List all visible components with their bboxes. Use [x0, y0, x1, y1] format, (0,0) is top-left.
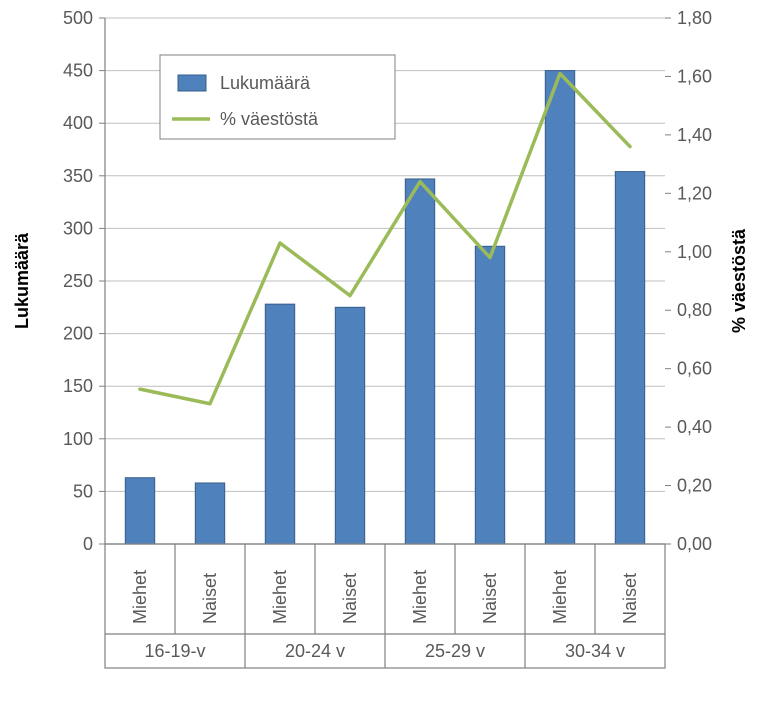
category-label: Miehet — [130, 570, 150, 624]
category-label: Miehet — [550, 570, 570, 624]
y-right-tick: 1,40 — [677, 125, 712, 145]
y-left-tick: 150 — [63, 376, 93, 396]
chart-svg: 0 50 100 150 200 250 300 350 400 450 500 0,00 0,20 0,… — [0, 0, 764, 726]
y-right-tick: 0,80 — [677, 300, 712, 320]
bar — [615, 172, 644, 544]
group-label: 30-34 v — [565, 641, 625, 661]
category-label: Miehet — [410, 570, 430, 624]
y-left-tick: 500 — [63, 8, 93, 28]
y-right-axis-title: % väestöstä — [729, 228, 749, 333]
bar — [195, 483, 224, 544]
y-right-tick: 1,80 — [677, 8, 712, 28]
y-right-tick: 0,40 — [677, 417, 712, 437]
bar — [405, 179, 434, 544]
bar — [475, 246, 504, 544]
y-left-tick: 200 — [63, 324, 93, 344]
bar — [265, 304, 294, 544]
y-right-tick: 1,60 — [677, 66, 712, 86]
category-label: Naiset — [620, 573, 640, 624]
bar — [125, 478, 154, 544]
y-left-tick: 400 — [63, 113, 93, 133]
group-label: 16-19-v — [144, 641, 205, 661]
y-left-tick: 350 — [63, 166, 93, 186]
y-left-tick: 0 — [83, 534, 93, 554]
y-left-axis-title: Lukumäärä — [12, 232, 32, 329]
y-left-tick: 450 — [63, 61, 93, 81]
y-right-tick: 1,20 — [677, 183, 712, 203]
group-label: 20-24 v — [285, 641, 345, 661]
category-label: Naiset — [480, 573, 500, 624]
category-label: Naiset — [200, 573, 220, 624]
legend-label: Lukumäärä — [220, 73, 311, 93]
category-label: Naiset — [340, 573, 360, 624]
y-left-tick: 300 — [63, 218, 93, 238]
combo-chart: 0 50 100 150 200 250 300 350 400 450 500 0,00 0,20 0,… — [0, 0, 764, 726]
y-right-tick: 0,60 — [677, 359, 712, 379]
y-left-tick: 100 — [63, 429, 93, 449]
y-left-tick: 250 — [63, 271, 93, 291]
y-right-tick: 0,00 — [677, 534, 712, 554]
legend-swatch-bar — [178, 75, 206, 91]
legend-label: % väestöstä — [220, 109, 319, 129]
bar — [545, 71, 574, 544]
category-label: Miehet — [270, 570, 290, 624]
bar — [335, 307, 364, 544]
y-right-tick: 0,20 — [677, 476, 712, 496]
y-right-tick: 1,00 — [677, 242, 712, 262]
y-left-tick: 50 — [73, 481, 93, 501]
group-label: 25-29 v — [425, 641, 485, 661]
